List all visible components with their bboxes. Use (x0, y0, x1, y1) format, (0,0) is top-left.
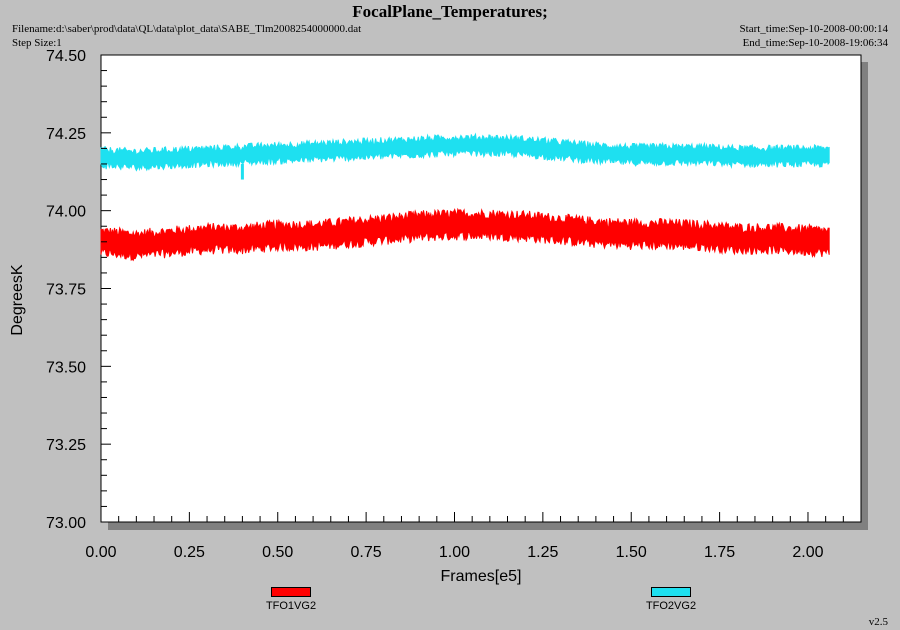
legend-swatch (651, 587, 691, 597)
y-tick-label: 74.25 (46, 126, 86, 143)
y-tick-label: 73.25 (46, 437, 86, 454)
version-label: v2.5 (868, 616, 888, 628)
y-tick-label: 74.50 (46, 48, 86, 65)
x-tick-label: 1.75 (704, 544, 735, 561)
y-axis-label: DegreesK (9, 264, 26, 335)
x-axis-label: Frames[e5] (441, 568, 522, 585)
legend-item-series1: TFO1VG2 (241, 587, 341, 612)
y-tick-label: 74.00 (46, 204, 86, 221)
series-band (100, 207, 830, 262)
plot-area (100, 54, 862, 523)
x-tick-label: 0.00 (85, 544, 116, 561)
series-band (100, 132, 830, 172)
series-2 (100, 132, 830, 172)
start-time-label: Start_time:Sep-10-2008-00:00:14 (739, 23, 888, 35)
tick-layer (100, 54, 844, 523)
y-tick-label: 73.00 (46, 515, 86, 532)
y-tick-label: 73.50 (46, 359, 86, 376)
x-tick-label: 1.25 (527, 544, 558, 561)
label-layer: 0.00 0.25 0.50 0.75 1.00 1.25 1.50 1.75 2.00 73.0… (46, 48, 824, 561)
x-tick-label: 0.50 (262, 544, 293, 561)
filename-label: Filename:d:\saber\prod\data\QL\data\plot… (12, 23, 362, 35)
x-tick-label: 2.00 (792, 544, 823, 561)
legend-item-series2: TFO2VG2 (621, 587, 721, 612)
chart-title: FocalPlane_Temperatures; (352, 2, 548, 21)
legend-label: TFO1VG2 (265, 600, 317, 612)
series-layer (100, 132, 830, 262)
legend-label: TFO2VG2 (645, 600, 697, 612)
series-1 (100, 207, 830, 262)
x-tick-label: 0.75 (351, 544, 382, 561)
x-tick-label: 1.50 (616, 544, 647, 561)
step-size-label: Step Size:1 (12, 37, 62, 49)
y-tick-label: 73.75 (46, 282, 86, 299)
legend-swatch (271, 587, 311, 597)
x-tick-label: 1.00 (439, 544, 470, 561)
x-tick-label: 0.25 (174, 544, 205, 561)
end-time-label: End_time:Sep-10-2008-19:06:34 (742, 37, 888, 49)
